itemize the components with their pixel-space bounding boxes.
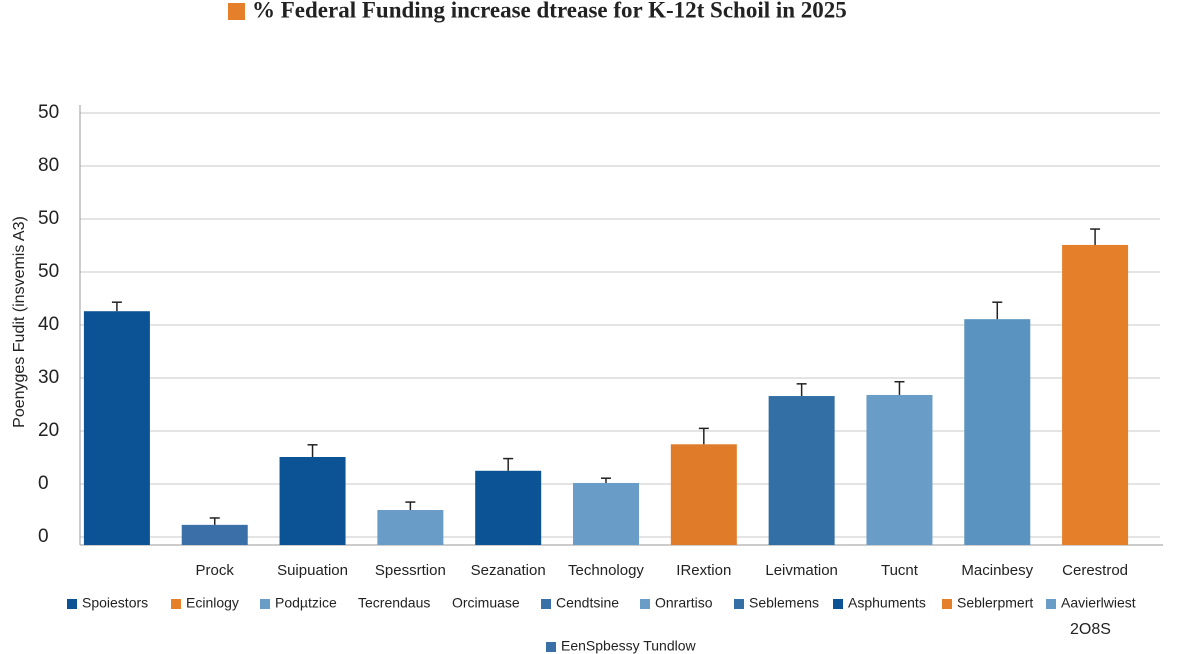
legend-label: Orcimuase [452, 595, 520, 611]
bar [1062, 244, 1129, 545]
bar [279, 457, 346, 545]
y-tick-label: 50 [38, 208, 59, 229]
bar [670, 444, 737, 545]
bar [866, 394, 933, 545]
y-tick-label: 80 [38, 155, 59, 176]
legend-swatch [67, 599, 77, 609]
bar [377, 510, 444, 545]
x-tick-label: Spessrtion [375, 562, 446, 579]
footnote: 2O8S [1070, 621, 1111, 638]
legend-swatch [546, 642, 556, 652]
legend-label: Cendtsine [556, 595, 619, 611]
bar [768, 396, 835, 545]
y-tick-label: 20 [38, 420, 59, 441]
legend-label: Seblerpmert [957, 595, 1033, 611]
bar [475, 470, 542, 545]
legend-label: Asphuments [848, 595, 926, 611]
legend-label: EenSpbessy Tundlow [561, 638, 697, 654]
bar [964, 319, 1031, 545]
legend-swatch [1046, 599, 1056, 609]
x-tick-label: Sezanation [471, 562, 546, 579]
legend-swatch [171, 599, 181, 609]
x-tick-label: Leivmation [765, 562, 838, 579]
y-axis-label: Poenyges Fudit (insvemis A3) [11, 216, 28, 428]
legend-label: Tecrendaus [358, 595, 430, 611]
x-tick-label: Technology [568, 562, 644, 579]
y-tick-label: 30 [38, 367, 59, 388]
x-tick-label: Macinbesy [961, 562, 1033, 579]
x-tick-label: Suipuation [277, 562, 348, 579]
chart-title: % Federal Funding increase dtrease for K… [252, 0, 847, 22]
legend-label: Ecinlogy [186, 595, 239, 611]
legend-swatch [541, 599, 551, 609]
legend-swatch [833, 599, 843, 609]
y-tick-label: 50 [38, 102, 59, 123]
x-tick-label: Tucnt [881, 562, 919, 579]
bar [181, 524, 248, 545]
y-tick-label: 0 [38, 473, 49, 494]
x-tick-label: Prock [196, 562, 235, 579]
y-tick-label: 40 [38, 314, 59, 335]
legend-label: Onrartiso [655, 595, 713, 611]
legend-label: Aavierlwiest [1061, 595, 1136, 611]
legend-label: Podµtzice [275, 595, 337, 611]
x-tick-label: IRextion [676, 562, 731, 579]
legend-swatch [942, 599, 952, 609]
y-tick-label: 50 [38, 261, 59, 282]
title-marker [228, 3, 245, 20]
legend-swatch [640, 599, 650, 609]
bar [83, 311, 150, 545]
y-tick-label: 0 [38, 526, 49, 547]
legend-label: Seblemens [749, 595, 819, 611]
x-tick-label: Cerestrod [1062, 562, 1128, 579]
legend-swatch [734, 599, 744, 609]
bar [573, 482, 639, 545]
legend-label: Spoiestors [82, 595, 148, 611]
legend-swatch [260, 599, 270, 609]
